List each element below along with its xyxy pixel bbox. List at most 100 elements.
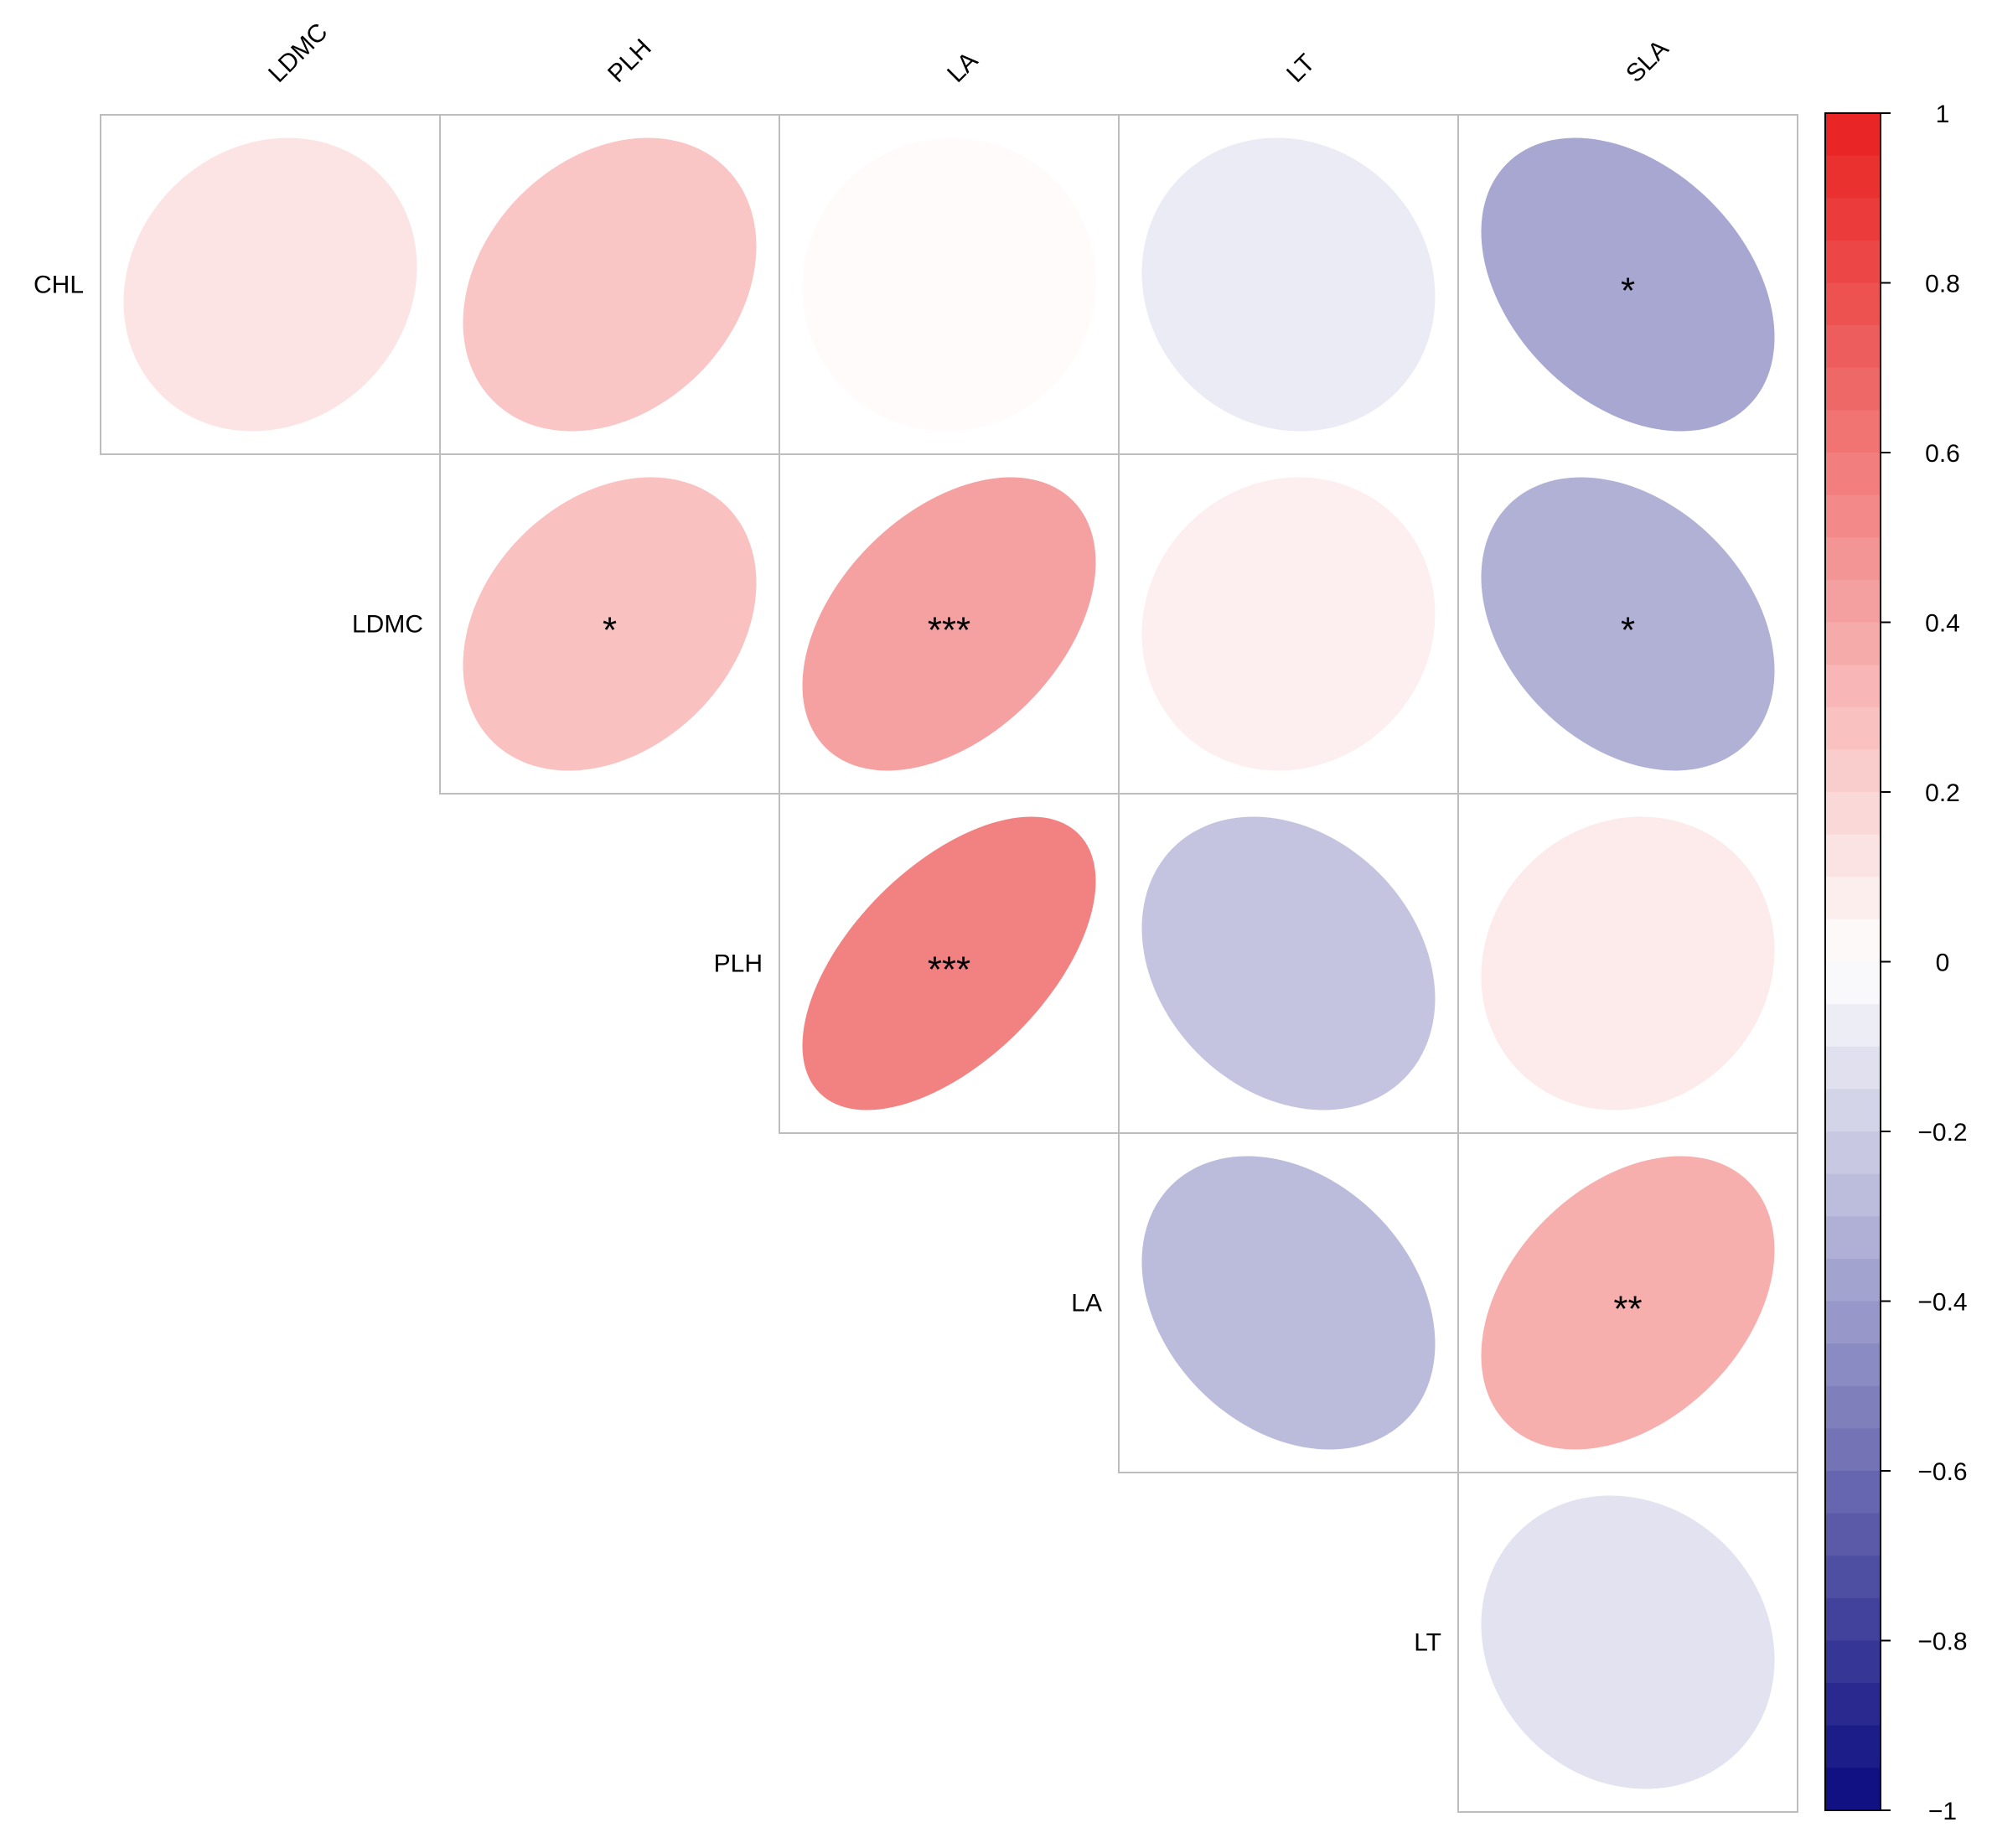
colorbar-tick-label: 0.8 (1925, 271, 1960, 298)
colorbar-tick-label: 0.4 (1925, 610, 1960, 638)
correlation-ellipse (1481, 477, 1775, 771)
colorbar-segment (1825, 792, 1881, 836)
colorbar-segment (1825, 1556, 1881, 1599)
column-label: SLA (1621, 35, 1674, 88)
correlation-ellipse (123, 137, 417, 432)
cells-layer: ** *** ****** (100, 114, 1798, 1813)
colorbar-segment (1825, 834, 1881, 877)
correlation-ellipse (1141, 137, 1436, 432)
colorbar-segment (1825, 1597, 1881, 1642)
colorbar-segment (1825, 1640, 1881, 1684)
correlation-ellipse (1141, 1156, 1436, 1450)
colorbar-segment (1825, 1173, 1881, 1217)
column-label: LA (942, 47, 983, 88)
correlation-ellipse (1481, 816, 1775, 1110)
significance-label: *** (928, 950, 970, 991)
correlation-ellipse (1141, 477, 1436, 771)
colorbar-tick-label: −0.4 (1917, 1289, 1967, 1317)
correlation-ellipse (802, 816, 1096, 1110)
colorbar-segment (1825, 961, 1881, 1005)
colorbar-segment (1825, 155, 1881, 199)
cell-CHL-LA (779, 114, 1120, 455)
cell-CHL-PLH (439, 114, 780, 455)
row-label: PLH (714, 950, 763, 978)
correlation-ellipse (1141, 816, 1436, 1110)
correlation-ellipse (802, 477, 1096, 771)
column-labels: LDMC PLH LA LT SLA (263, 18, 1674, 88)
significance-label: * (603, 610, 617, 651)
colorbar-segment (1825, 707, 1881, 750)
colorbar-segment (1825, 325, 1881, 369)
colorbar-segment (1825, 1004, 1881, 1048)
colorbar-segment (1825, 494, 1881, 538)
cell-LDMC-SLA: * (1457, 453, 1798, 795)
cell-LDMC-PLH: * (439, 453, 780, 795)
correlation-ellipse (1481, 137, 1775, 432)
colorbar-segment (1825, 1046, 1881, 1090)
colorbar-segment (1825, 877, 1881, 920)
significance-label: *** (928, 610, 970, 651)
cell-LDMC-LT (1118, 453, 1459, 795)
cell-PLH-LT (1118, 793, 1459, 1134)
colorbar-tick-label: 0.6 (1925, 440, 1960, 468)
colorbar-segment (1825, 665, 1881, 708)
colorbar-segment (1825, 1471, 1881, 1514)
colorbar-segment (1825, 1428, 1881, 1472)
colorbar-segment (1825, 410, 1881, 453)
colorbar-tick-label: 1 (1936, 101, 1950, 128)
colorbar-segment (1825, 282, 1881, 326)
colorbar-segment (1825, 367, 1881, 411)
cell-PLH-LA: *** (779, 793, 1120, 1134)
significance-label: * (1621, 610, 1635, 651)
cell-PLH-SLA (1457, 793, 1798, 1134)
colorbar-segment (1825, 240, 1881, 284)
row-label: LDMC (352, 611, 423, 639)
cell-CHL-LDMC (100, 114, 441, 455)
colorbar-tick-label: −0.2 (1917, 1119, 1967, 1147)
colorbar-segment (1825, 1725, 1881, 1768)
colorbar-segment (1825, 1385, 1881, 1429)
column-label: LDMC (263, 18, 333, 88)
correlation-ellipse (802, 137, 1096, 432)
colorbar-segment (1825, 749, 1881, 793)
cell-CHL-SLA: * (1457, 114, 1798, 455)
colorbar-segment (1825, 198, 1881, 241)
colorbar-segment (1825, 537, 1881, 581)
row-label: CHL (34, 272, 84, 299)
colorbar-segment (1825, 453, 1881, 496)
colorbar-segment (1825, 1301, 1881, 1344)
colorbar-tick-label: −0.8 (1917, 1628, 1967, 1656)
correlation-ellipse (463, 477, 757, 771)
colorbar-segment (1825, 1089, 1881, 1132)
correlation-ellipse (463, 137, 757, 432)
colorbar-tick-label: −0.6 (1917, 1458, 1967, 1486)
colorbar-segment (1825, 1683, 1881, 1726)
colorbar-segment (1825, 1258, 1881, 1302)
colorbar-segment (1825, 1343, 1881, 1387)
significance-label: ** (1613, 1289, 1642, 1330)
colorbar-segment (1825, 919, 1881, 963)
colorbar-segment (1825, 622, 1881, 665)
colorbar-tick-label: −1 (1928, 1798, 1957, 1825)
colorbar-segment (1825, 1513, 1881, 1556)
row-labels: CHL LDMC PLH LA LT (34, 272, 1441, 1657)
colorbar: 1 0.8 0.6 0.4 0.2 0 −0.2 −0.4 −0.6 −0.8 −1 (1824, 101, 1968, 1825)
row-label: LA (1071, 1290, 1102, 1317)
colorbar-tick-label: 0.2 (1925, 779, 1960, 807)
column-label: PLH (603, 34, 657, 88)
colorbar-segment (1825, 579, 1881, 624)
cell-CHL-LT (1118, 114, 1459, 455)
correlation-ellipse (1481, 1495, 1775, 1789)
row-label: LT (1414, 1629, 1441, 1657)
colorbar-tick-label: 0 (1936, 950, 1950, 977)
colorbar-segment (1825, 1216, 1881, 1260)
colorbar-segment (1825, 113, 1881, 157)
cell-LDMC-LA: *** (779, 453, 1120, 795)
cell-LA-LT (1118, 1132, 1459, 1473)
correlation-ellipse (1481, 1156, 1775, 1450)
colorbar-segment (1825, 1131, 1881, 1175)
cell-LT-SLA (1457, 1472, 1798, 1813)
column-label: LT (1281, 49, 1321, 88)
cell-LA-SLA: ** (1457, 1132, 1798, 1473)
